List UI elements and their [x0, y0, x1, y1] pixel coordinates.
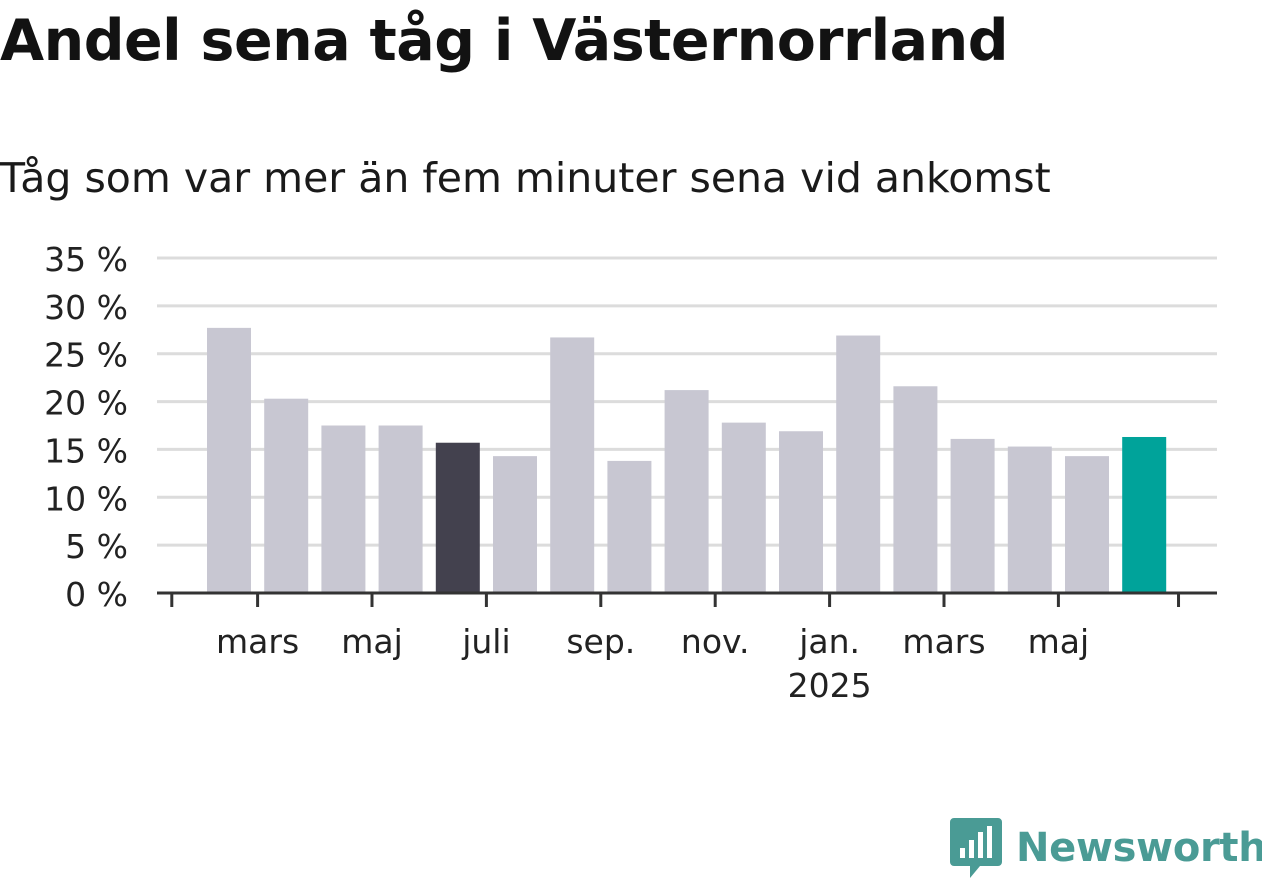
bar — [664, 390, 709, 593]
y-tick-label: 15 % — [44, 431, 128, 470]
x-tick-label: maj — [1028, 622, 1090, 661]
bar — [435, 442, 480, 593]
brand-logo: Newsworthy — [950, 818, 1262, 878]
chart-bubble-icon — [950, 818, 1002, 878]
y-tick-label: 30 % — [44, 288, 128, 327]
x-tick-label: juli — [461, 622, 510, 661]
x-tick-label: sep. — [566, 622, 635, 661]
bar — [721, 422, 766, 593]
x-tick-label: jan. — [798, 622, 860, 661]
y-tick-label: 35 % — [44, 240, 128, 279]
bar — [893, 386, 938, 593]
x-tick-label: maj — [341, 622, 403, 661]
x-tick-year-label: 2025 — [788, 666, 872, 705]
bar — [207, 327, 251, 593]
bar — [607, 460, 652, 593]
y-tick-label: 10 % — [44, 479, 128, 518]
y-tick-label: 20 % — [44, 384, 128, 423]
brand-name: Newsworthy — [1016, 825, 1262, 871]
bar — [264, 398, 309, 593]
chart-title: Andel sena tåg i Västernorrland — [0, 8, 1009, 74]
x-tick-label: mars — [902, 622, 985, 661]
bar — [779, 431, 823, 593]
chart-subtitle: Tåg som var mer än fem minuter sena vid … — [0, 154, 1051, 202]
bar — [321, 425, 366, 593]
bar — [1065, 456, 1109, 593]
bar — [378, 425, 423, 593]
y-tick-label: 0 % — [65, 575, 128, 614]
x-tick-label: mars — [216, 622, 299, 661]
bar — [493, 456, 537, 593]
bar — [1007, 446, 1052, 593]
bar — [836, 335, 881, 593]
y-tick-label: 25 % — [44, 336, 128, 375]
bar — [550, 337, 595, 593]
y-tick-label: 5 % — [65, 527, 128, 566]
bar — [1122, 436, 1167, 593]
x-tick-label: nov. — [681, 622, 750, 661]
bar — [950, 438, 995, 593]
